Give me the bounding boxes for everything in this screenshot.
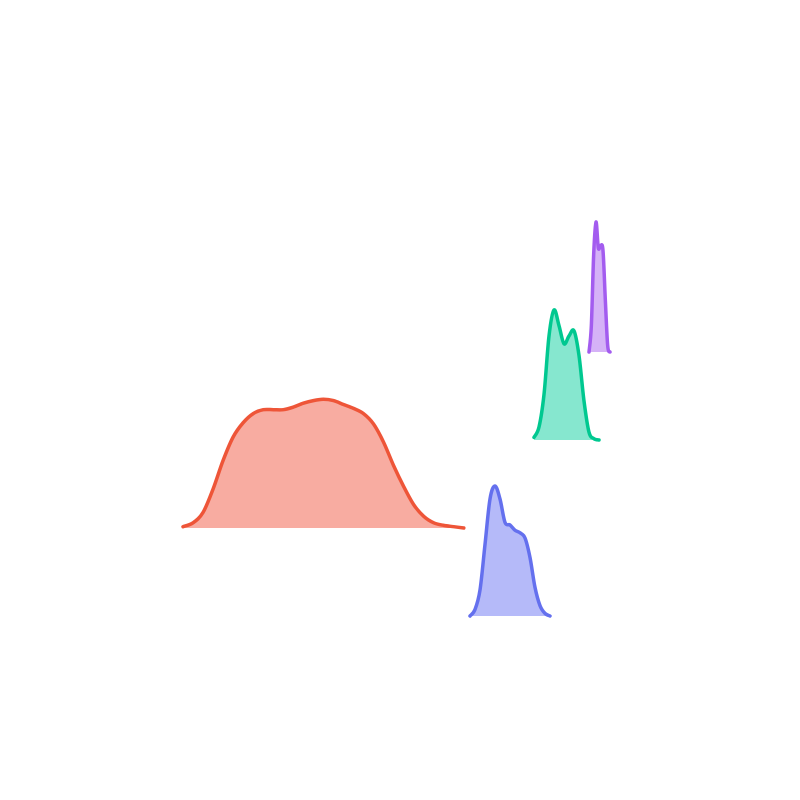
ridge-area-1 — [183, 399, 464, 528]
ridge-area-3 — [534, 309, 599, 440]
ridge-area-2 — [470, 486, 550, 616]
ridge-line-3 — [532, 308, 601, 442]
ridge-line-2 — [468, 484, 552, 618]
ridges — [181, 220, 612, 618]
ridge-line-4 — [587, 220, 612, 354]
ridge-line-1 — [181, 397, 466, 530]
